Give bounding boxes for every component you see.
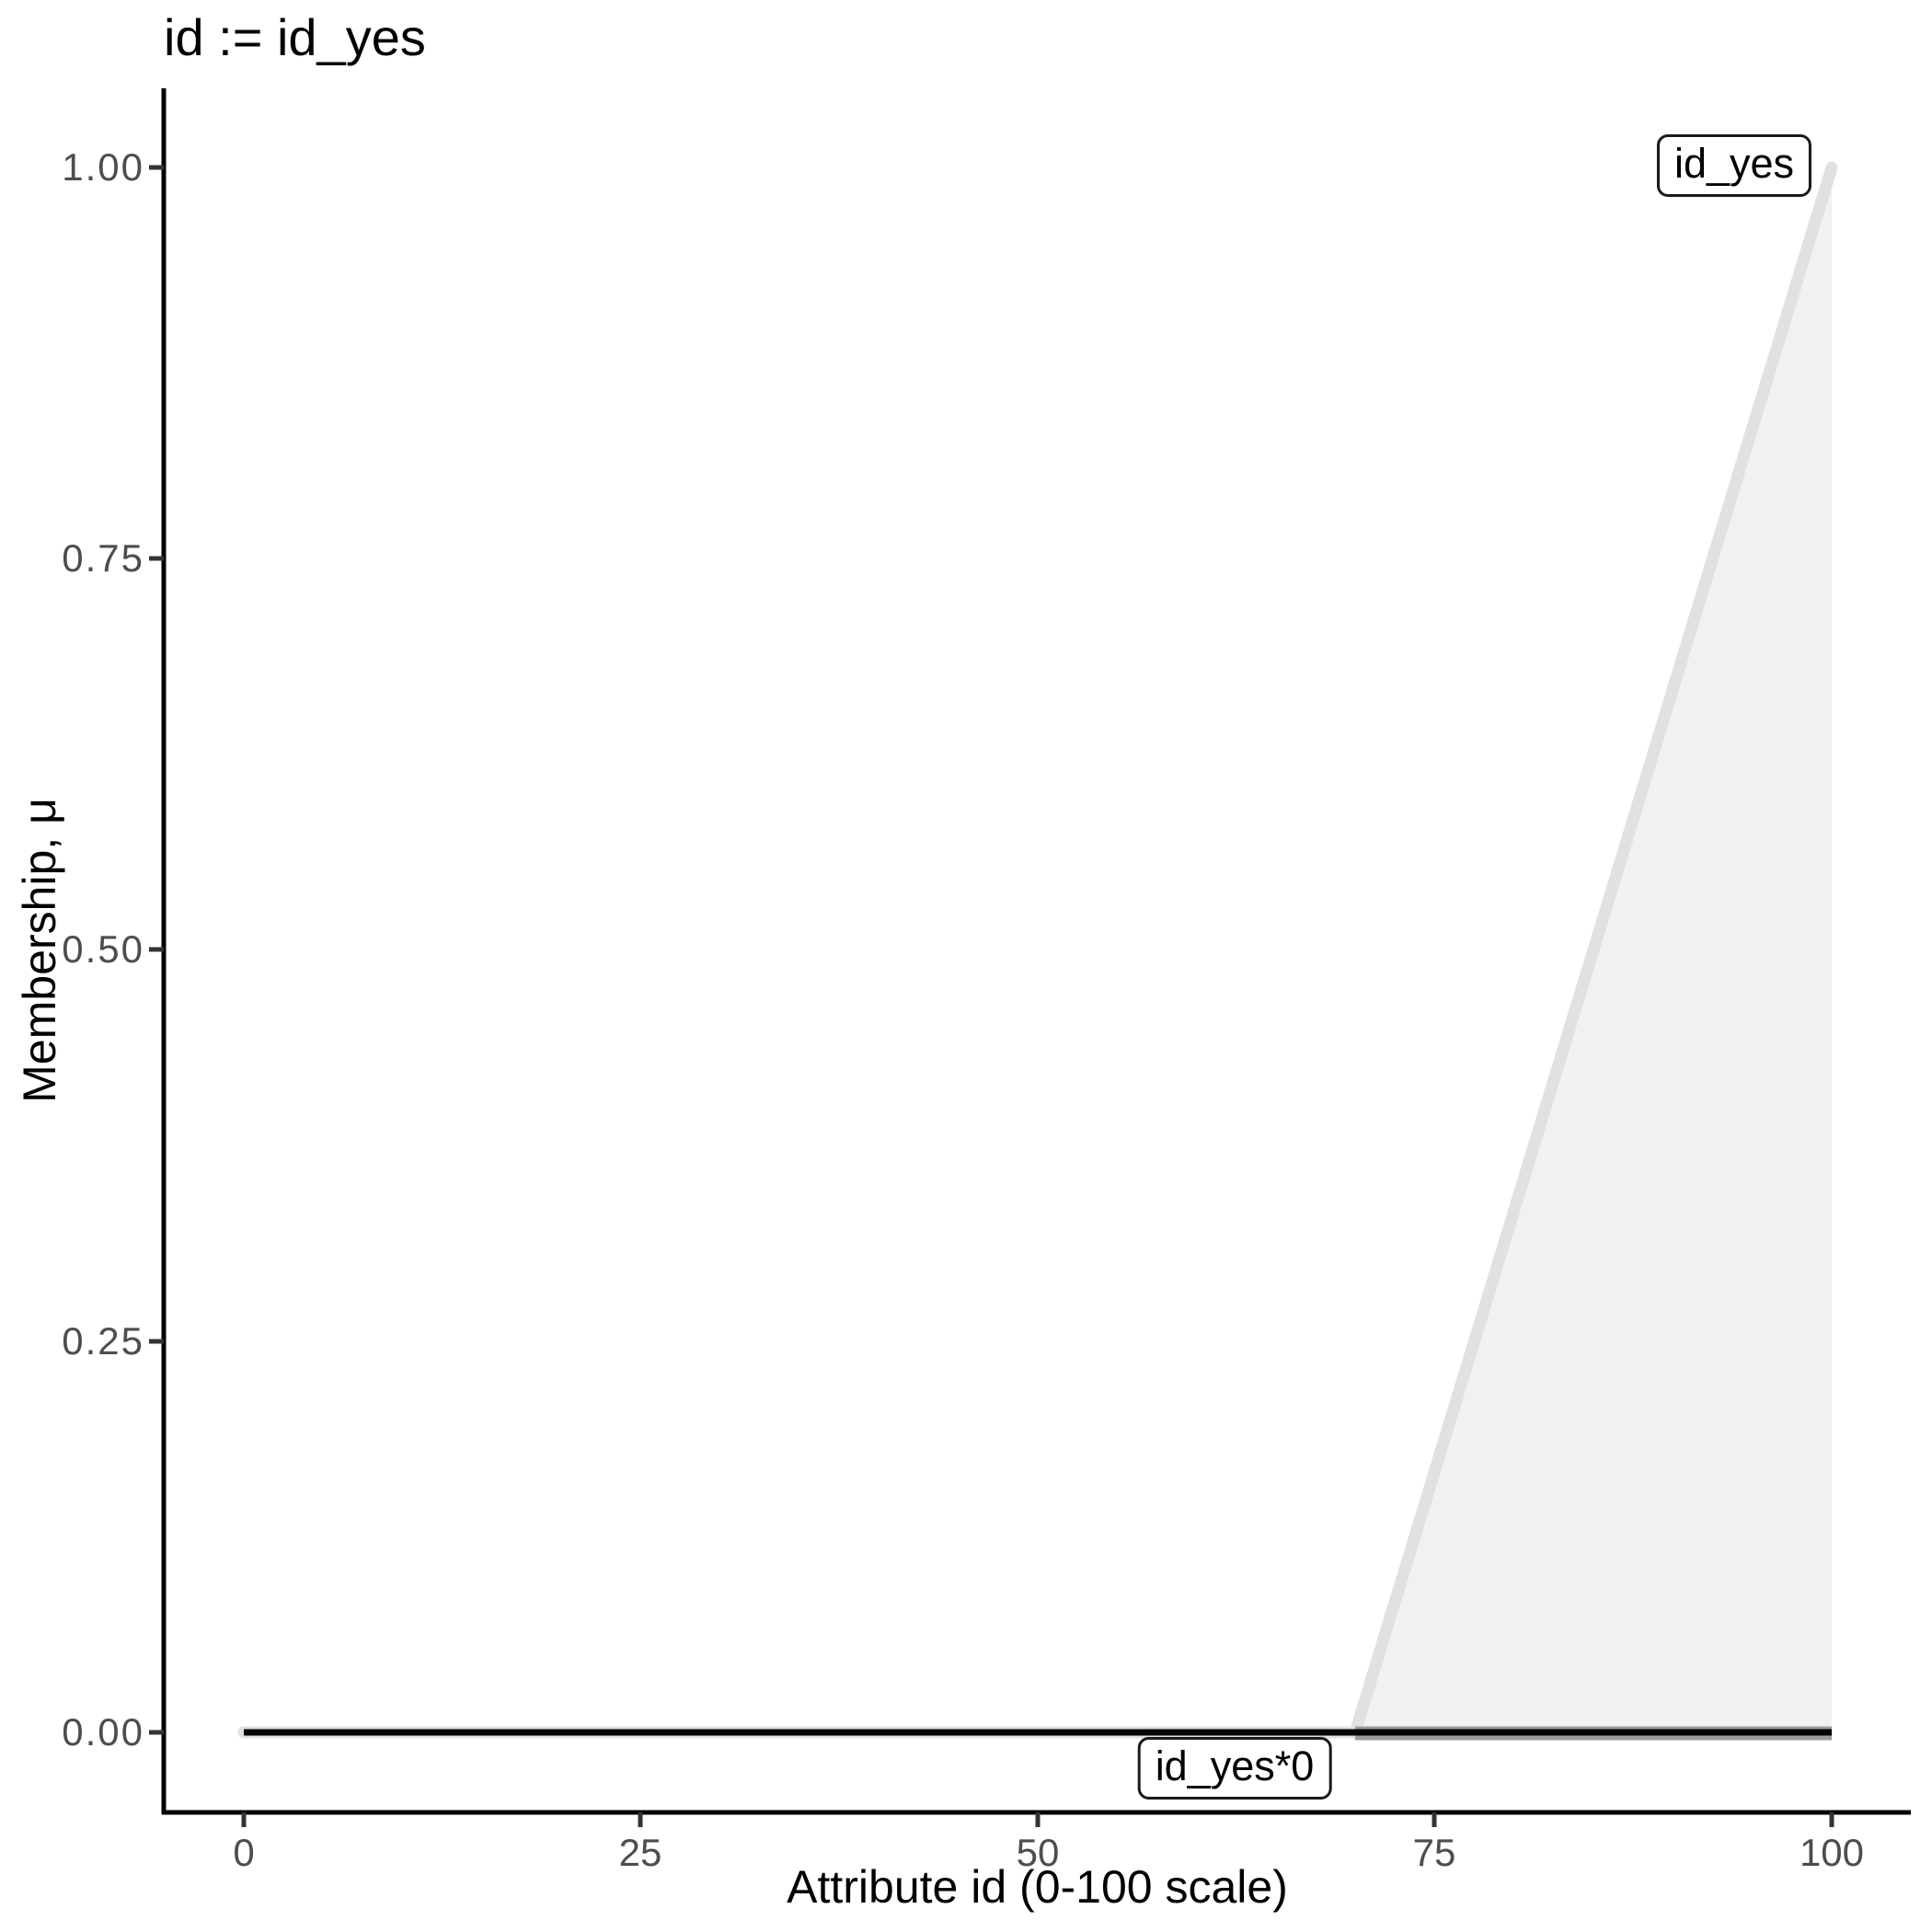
x-tick-label-25: 25 — [618, 1831, 662, 1874]
x-axis-ticks — [241, 1812, 1834, 1827]
y-tick-label-0.75: 0.75 — [62, 536, 144, 580]
y-tick-label-0.25: 0.25 — [62, 1319, 144, 1363]
x-tick-label-0: 0 — [233, 1831, 255, 1874]
x-tick-label-75: 75 — [1412, 1831, 1456, 1874]
label-box-id-yes-times-0: id_yes*0 — [1137, 1737, 1332, 1800]
y-axis-ticks — [149, 165, 164, 1735]
plot-title: id := id_yes — [164, 8, 426, 66]
x-tick-label-50: 50 — [1016, 1831, 1060, 1874]
y-tick-label-1.00: 1.00 — [62, 145, 144, 189]
y-tick-label-0.00: 0.00 — [62, 1710, 144, 1754]
x-tick-label-100: 100 — [1799, 1831, 1865, 1874]
x-axis-title: Attribute id (0-100 scale) — [787, 1861, 1288, 1913]
label-box-id-yes: id_yes — [1656, 134, 1812, 197]
y-tick-label-0.50: 0.50 — [62, 927, 144, 971]
